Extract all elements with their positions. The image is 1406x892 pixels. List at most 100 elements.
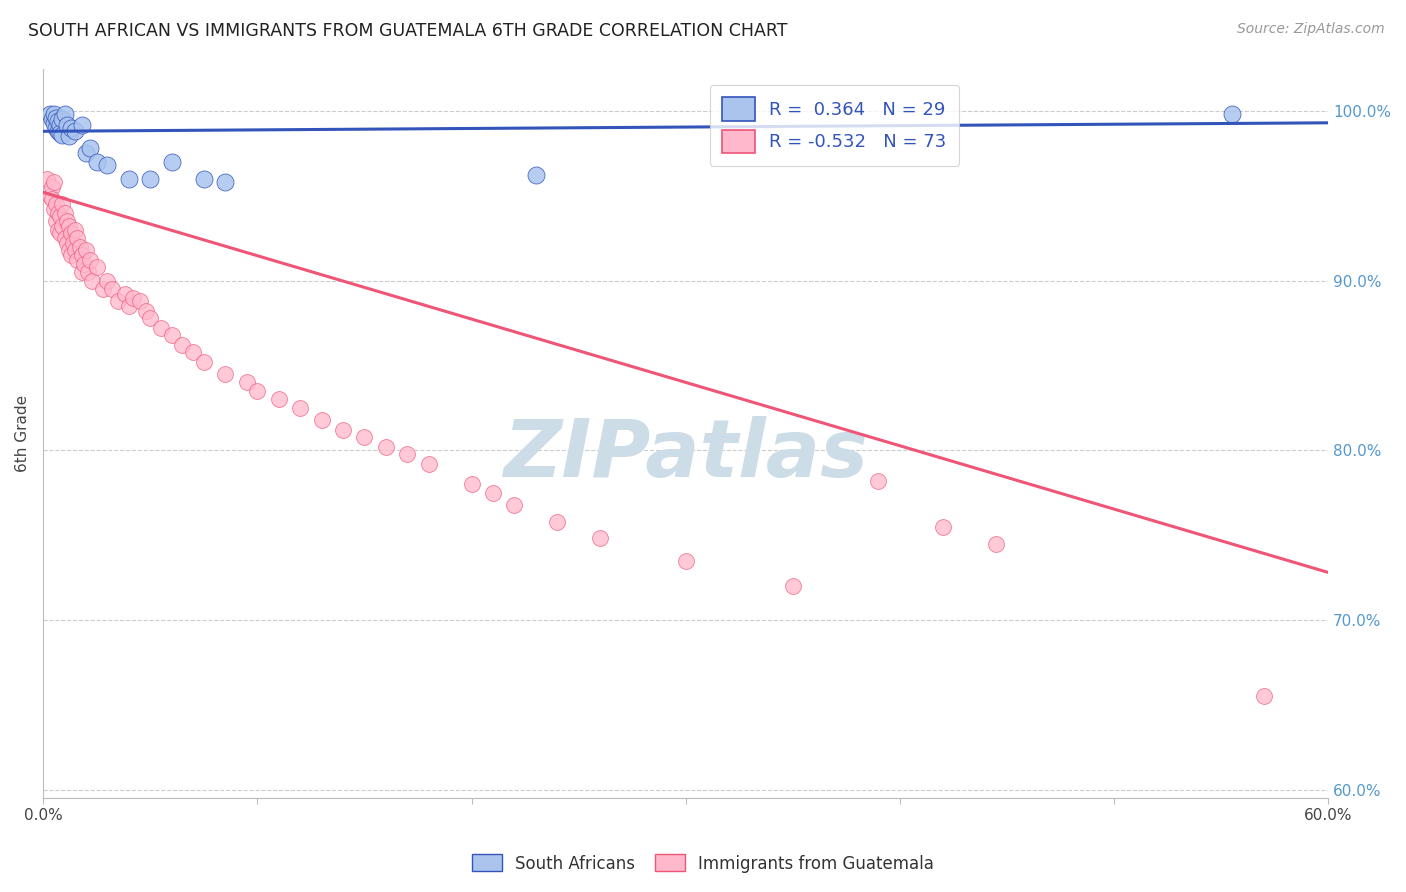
Point [49, 118, 72, 132]
Point [69, 240, 91, 254]
Point [75, 243, 97, 257]
Point [49, 226, 72, 240]
Point [214, 175, 236, 189]
Point [546, 515, 568, 529]
Point [66, 253, 89, 268]
Point [332, 423, 354, 437]
Point [589, 532, 612, 546]
Point [91, 282, 114, 296]
Point [60, 226, 83, 240]
Point [96, 158, 118, 172]
Point [986, 536, 1008, 550]
Point [149, 321, 172, 335]
Point [51, 219, 73, 234]
Point [246, 384, 269, 398]
Point [42, 175, 65, 189]
Point [65, 223, 87, 237]
Point [675, 553, 697, 567]
Point [41, 192, 63, 206]
Point [70, 265, 93, 279]
Point [45, 111, 67, 125]
Point [107, 293, 129, 308]
Point [42, 116, 65, 130]
Text: ZIPatlas: ZIPatlas [503, 417, 868, 494]
Point [75, 146, 97, 161]
Point [139, 310, 162, 325]
Point [41, 112, 63, 127]
Point [53, 205, 76, 219]
Point [62, 236, 84, 251]
Point [42, 107, 65, 121]
Point [53, 107, 76, 121]
Point [55, 214, 77, 228]
Point [51, 112, 73, 127]
Point [46, 223, 69, 237]
Point [60, 248, 83, 262]
Y-axis label: 6th Grade: 6th Grade [15, 395, 30, 472]
Point [460, 477, 482, 491]
Point [53, 231, 76, 245]
Point [70, 248, 93, 262]
Point [86, 260, 108, 274]
Text: Source: ZipAtlas.com: Source: ZipAtlas.com [1237, 22, 1385, 37]
Point [49, 126, 72, 140]
Point [128, 293, 150, 308]
Point [235, 376, 257, 390]
Point [73, 257, 96, 271]
Point [100, 282, 122, 296]
Point [1220, 107, 1243, 121]
Point [418, 457, 440, 471]
Point [51, 128, 73, 142]
Point [45, 214, 67, 228]
Point [46, 124, 69, 138]
Point [79, 141, 101, 155]
Point [172, 338, 194, 352]
Point [38, 188, 60, 202]
Point [524, 169, 547, 183]
Point [77, 265, 100, 279]
Point [181, 344, 204, 359]
Point [160, 154, 183, 169]
Point [782, 579, 804, 593]
Point [503, 498, 526, 512]
Point [267, 392, 290, 407]
Point [96, 274, 118, 288]
Point [58, 129, 80, 144]
Point [374, 440, 396, 454]
Point [118, 171, 141, 186]
Point [55, 118, 77, 132]
Point [65, 124, 87, 138]
Point [38, 107, 60, 121]
Point [51, 197, 73, 211]
Point [49, 209, 72, 223]
Point [931, 519, 953, 533]
Point [868, 474, 890, 488]
Point [482, 485, 505, 500]
Point [1253, 690, 1275, 704]
Point [58, 219, 80, 234]
Point [58, 243, 80, 257]
Point [122, 291, 145, 305]
Point [114, 287, 136, 301]
Point [118, 299, 141, 313]
Point [193, 355, 215, 369]
Point [65, 243, 87, 257]
Point [311, 413, 333, 427]
Text: SOUTH AFRICAN VS IMMIGRANTS FROM GUATEMALA 6TH GRADE CORRELATION CHART: SOUTH AFRICAN VS IMMIGRANTS FROM GUATEMA… [28, 22, 787, 40]
Point [70, 118, 93, 132]
Point [86, 154, 108, 169]
Point [46, 114, 69, 128]
Point [353, 430, 375, 444]
Point [45, 120, 67, 135]
Point [66, 231, 89, 245]
Legend: R =  0.364   N = 29, R = -0.532   N = 73: R = 0.364 N = 29, R = -0.532 N = 73 [710, 85, 959, 166]
Point [139, 171, 162, 186]
Point [55, 236, 77, 251]
Point [396, 447, 419, 461]
Point [82, 274, 104, 288]
Point [42, 202, 65, 217]
Point [41, 180, 63, 194]
Point [60, 120, 83, 135]
Point [193, 171, 215, 186]
Point [37, 171, 59, 186]
